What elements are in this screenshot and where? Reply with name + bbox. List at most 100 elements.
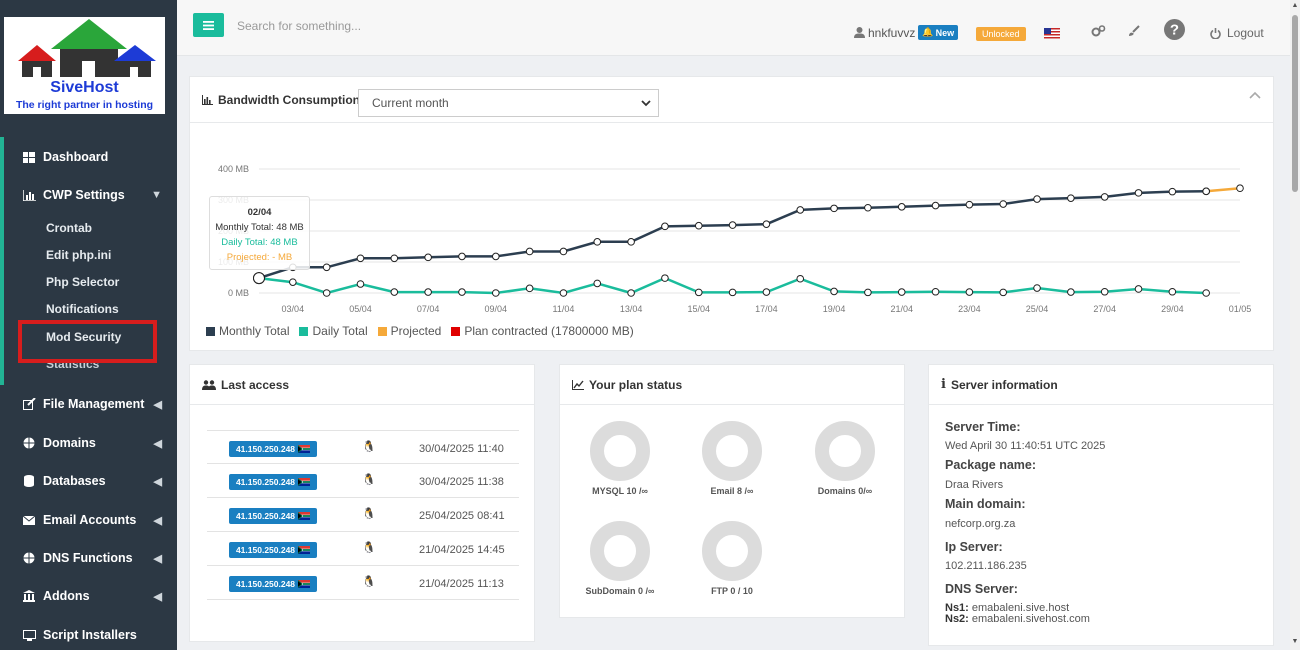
scroll-up-arrow-icon[interactable]: ▲ bbox=[1291, 2, 1299, 9]
sidebar-sub-php-selector[interactable]: Php Selector bbox=[46, 275, 120, 289]
ip-badge[interactable]: 41.150.250.248 bbox=[229, 542, 317, 558]
data-point[interactable] bbox=[796, 206, 805, 214]
server-time-value: Wed April 30 11:40:51 UTC 2025 bbox=[945, 440, 1106, 452]
data-point[interactable] bbox=[661, 222, 669, 231]
data-point[interactable] bbox=[864, 288, 872, 297]
data-point[interactable] bbox=[458, 288, 466, 296]
scrollbar-thumb[interactable] bbox=[1292, 15, 1298, 192]
data-point[interactable] bbox=[999, 288, 1008, 297]
logout-button[interactable]: Logout bbox=[1210, 26, 1264, 40]
sidebar-sub-notifications[interactable]: Notifications bbox=[46, 302, 119, 316]
data-point[interactable] bbox=[1033, 195, 1041, 203]
sidebar-item-dns-functions[interactable]: DNS Functions ◀ bbox=[0, 543, 177, 573]
data-point[interactable] bbox=[627, 238, 635, 246]
data-point[interactable] bbox=[897, 288, 906, 296]
data-point[interactable] bbox=[627, 289, 635, 297]
data-point[interactable] bbox=[965, 288, 974, 296]
data-point[interactable] bbox=[897, 203, 906, 211]
data-point[interactable] bbox=[390, 288, 399, 296]
data-point[interactable] bbox=[830, 287, 838, 296]
data-point[interactable] bbox=[1134, 285, 1143, 293]
highlight-box bbox=[18, 320, 157, 363]
collapse-chevron-up-icon[interactable] bbox=[1249, 91, 1261, 99]
data-point[interactable] bbox=[728, 221, 737, 229]
sidebar-item-script-installers[interactable]: Script Installers bbox=[0, 620, 177, 650]
data-point[interactable] bbox=[424, 288, 432, 296]
data-point[interactable] bbox=[253, 272, 265, 285]
data-point[interactable] bbox=[864, 203, 872, 212]
data-point[interactable] bbox=[1202, 289, 1210, 297]
sidebar-item-cwp-settings[interactable]: CWP Settings ▼ bbox=[0, 180, 177, 210]
scroll-down-arrow-icon[interactable]: ▼ bbox=[1291, 638, 1299, 645]
data-point[interactable] bbox=[796, 274, 805, 283]
data-point[interactable] bbox=[1202, 187, 1210, 196]
data-point[interactable] bbox=[931, 201, 940, 210]
data-point[interactable] bbox=[1067, 194, 1075, 202]
data-point[interactable] bbox=[458, 252, 466, 261]
sidebar-item-dashboard[interactable]: Dashboard bbox=[0, 142, 177, 172]
sivehost-logo[interactable]: SiveHost The right partner in hosting bbox=[4, 17, 165, 114]
sidebar-item-databases[interactable]: Databases ◀ bbox=[0, 466, 177, 496]
page-scrollbar[interactable]: ▲ ▼ bbox=[1290, 0, 1300, 650]
gears-icon[interactable] bbox=[1089, 22, 1107, 40]
user-menu[interactable]: hnkfuvvz 🔔 New bbox=[854, 25, 959, 40]
us-flag-icon[interactable] bbox=[1044, 28, 1060, 39]
legend-projected[interactable]: Projected bbox=[377, 324, 441, 338]
legend-label: Monthly Total bbox=[219, 324, 290, 338]
sidebar-item-file-management[interactable]: File Management ◀ bbox=[0, 389, 177, 419]
data-point[interactable] bbox=[559, 289, 568, 297]
ns1-label: Ns1: bbox=[945, 602, 969, 614]
data-point[interactable] bbox=[356, 254, 365, 263]
data-point[interactable] bbox=[694, 221, 703, 230]
data-point[interactable] bbox=[322, 263, 331, 272]
legend-monthly-total[interactable]: Monthly Total bbox=[206, 324, 289, 338]
data-point[interactable] bbox=[694, 288, 703, 297]
data-point[interactable] bbox=[661, 274, 669, 282]
data-point[interactable] bbox=[525, 247, 534, 256]
data-point[interactable] bbox=[1134, 189, 1143, 197]
data-point[interactable] bbox=[322, 289, 331, 297]
data-point[interactable] bbox=[356, 280, 365, 288]
sidebar-item-email-accounts[interactable]: Email Accounts ◀ bbox=[0, 505, 177, 535]
data-point[interactable] bbox=[1168, 187, 1177, 196]
data-point[interactable] bbox=[931, 287, 940, 296]
data-point[interactable] bbox=[289, 278, 297, 286]
menu-toggle-button[interactable] bbox=[193, 13, 224, 37]
data-point[interactable] bbox=[390, 254, 399, 263]
ip-badge[interactable]: 41.150.250.248 bbox=[229, 474, 317, 490]
data-point[interactable] bbox=[593, 279, 602, 288]
period-select[interactable]: Current month bbox=[358, 89, 659, 117]
data-point[interactable] bbox=[965, 200, 974, 209]
data-point[interactable] bbox=[762, 288, 771, 296]
data-point[interactable] bbox=[1067, 288, 1075, 296]
legend-daily-total[interactable]: Daily Total bbox=[299, 324, 368, 338]
search-input[interactable] bbox=[229, 15, 489, 37]
data-point[interactable] bbox=[491, 289, 500, 297]
data-point[interactable] bbox=[1100, 193, 1109, 201]
data-point[interactable] bbox=[559, 247, 568, 256]
active-section-bar bbox=[0, 137, 4, 385]
data-point[interactable] bbox=[1236, 184, 1244, 193]
data-point[interactable] bbox=[1168, 287, 1177, 296]
sidebar-item-domains[interactable]: Domains ◀ bbox=[0, 428, 177, 458]
data-point[interactable] bbox=[424, 253, 432, 262]
help-icon[interactable]: ? bbox=[1163, 18, 1185, 40]
data-point[interactable] bbox=[525, 284, 534, 293]
sidebar-sub-mod-security[interactable]: Mod Security bbox=[46, 330, 122, 344]
data-point[interactable] bbox=[1033, 284, 1041, 292]
sidebar-item-addons[interactable]: Addons ◀ bbox=[0, 581, 177, 611]
legend-plan-contracted[interactable]: Plan contracted (17800000 MB) bbox=[451, 324, 634, 338]
ip-badge[interactable]: 41.150.250.248 bbox=[229, 441, 317, 457]
ip-badge[interactable]: 41.150.250.248 bbox=[229, 576, 317, 592]
brush-icon[interactable] bbox=[1125, 22, 1143, 40]
data-point[interactable] bbox=[491, 252, 500, 261]
sidebar-sub-edit-php-ini[interactable]: Edit php.ini bbox=[46, 248, 112, 262]
ip-badge[interactable]: 41.150.250.248 bbox=[229, 508, 317, 524]
data-point[interactable] bbox=[728, 288, 737, 297]
data-point[interactable] bbox=[999, 200, 1008, 208]
data-point[interactable] bbox=[593, 238, 602, 246]
sidebar-sub-crontab[interactable]: Crontab bbox=[46, 221, 92, 235]
data-point[interactable] bbox=[1100, 287, 1109, 296]
data-point[interactable] bbox=[762, 220, 771, 228]
data-point[interactable] bbox=[830, 204, 838, 213]
